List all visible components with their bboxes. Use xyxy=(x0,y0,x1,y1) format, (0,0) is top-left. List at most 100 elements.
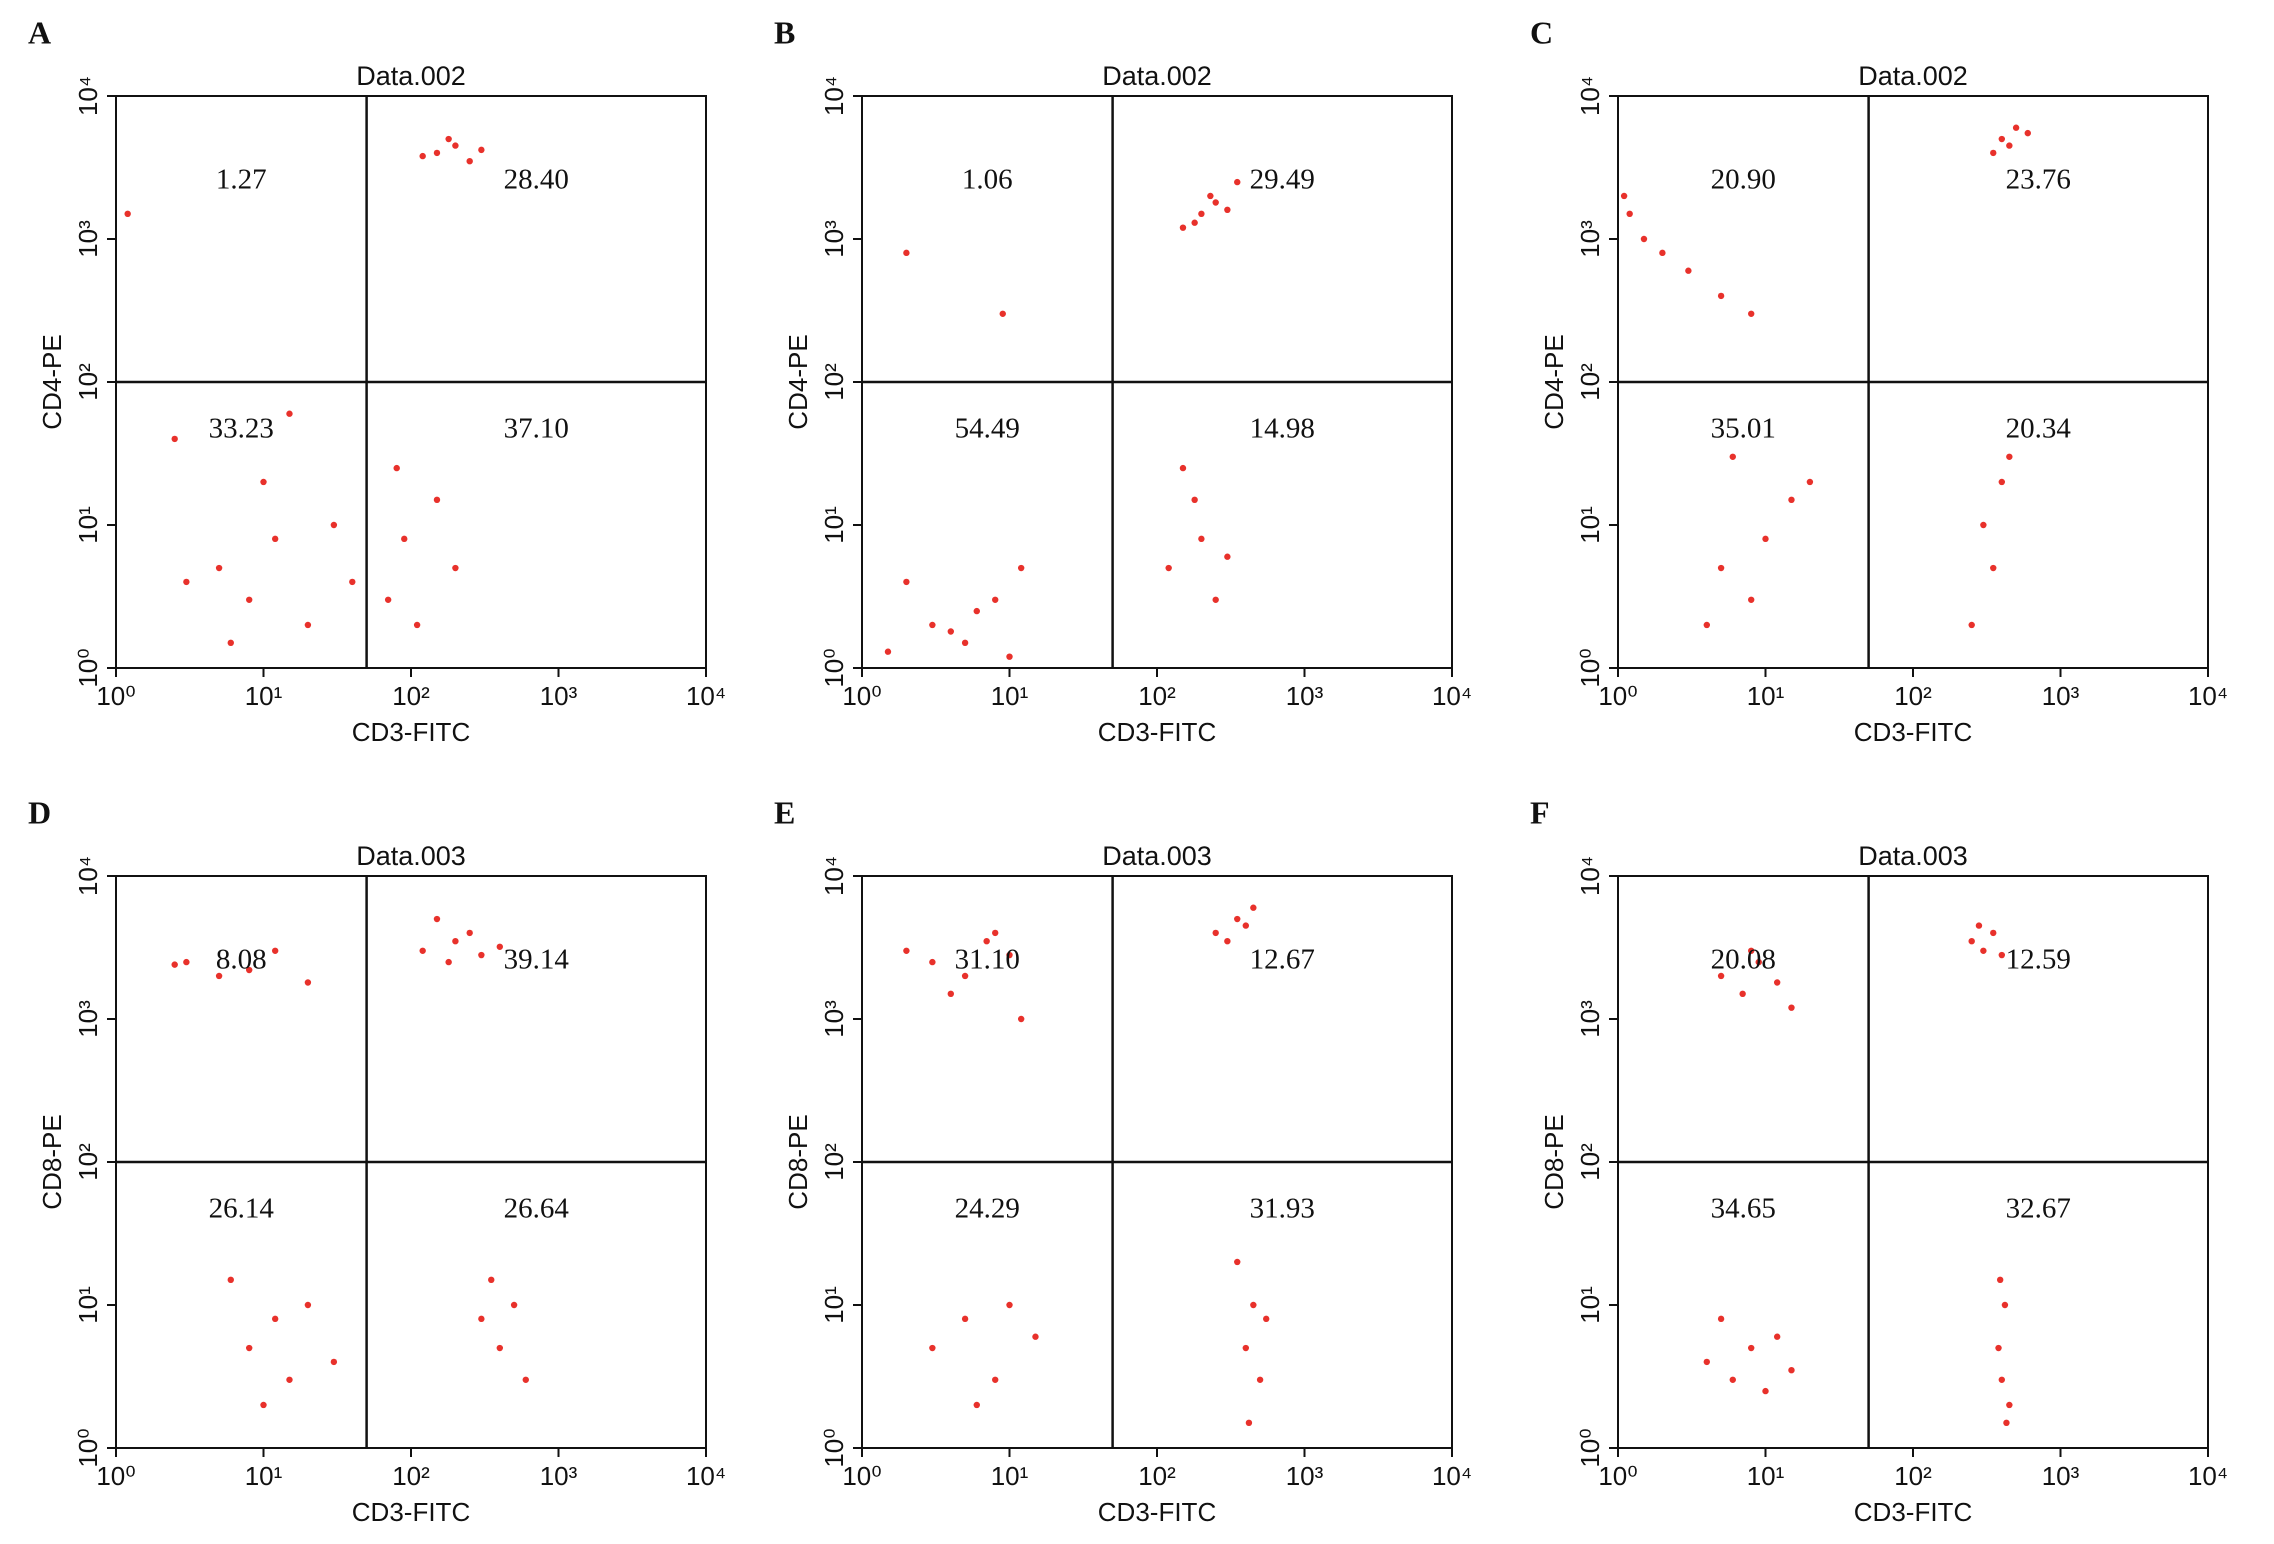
quadrant-label: 31.10 xyxy=(955,943,1020,975)
point xyxy=(1998,1376,2006,1383)
point xyxy=(1179,464,1187,472)
point xyxy=(929,958,936,966)
y-axis-label: CD8-PE xyxy=(783,1114,813,1209)
x-tick-label: 10¹ xyxy=(1747,1461,1785,1491)
quadrant-label: 20.90 xyxy=(1711,163,1776,195)
point xyxy=(522,1376,529,1383)
point xyxy=(1191,496,1198,504)
x-tick-label: 10⁴ xyxy=(2188,1461,2228,1491)
point xyxy=(1717,292,1725,300)
y-tick-label: 10⁴ xyxy=(1575,76,1605,116)
y-tick-label: 10² xyxy=(73,363,103,401)
point xyxy=(246,1344,253,1352)
x-tick-label: 10⁰ xyxy=(1598,1461,1637,1491)
x-tick-label: 10⁴ xyxy=(1432,681,1472,711)
point xyxy=(227,1276,234,1284)
point xyxy=(1729,453,1736,460)
point xyxy=(1640,235,1648,243)
point xyxy=(961,972,969,980)
x-axis-label: CD3-FITC xyxy=(1854,1497,1972,1527)
chart-title: Data.003 xyxy=(1102,841,1212,871)
point xyxy=(260,1401,267,1409)
point xyxy=(445,958,452,966)
point xyxy=(2006,1401,2013,1409)
point xyxy=(1198,210,1205,218)
panel-letter: A xyxy=(28,14,51,50)
point xyxy=(1626,210,1633,218)
point xyxy=(1748,596,1755,603)
y-tick-label: 10¹ xyxy=(819,506,849,544)
chart-title: Data.002 xyxy=(356,61,466,91)
y-tick-label: 10¹ xyxy=(73,506,103,544)
point xyxy=(973,1401,980,1409)
quadrant-label: 12.59 xyxy=(2006,943,2071,975)
point xyxy=(384,596,392,603)
x-tick-label: 10³ xyxy=(2042,1461,2080,1491)
point xyxy=(1748,1344,1755,1352)
point xyxy=(466,157,473,165)
y-tick-label: 10⁰ xyxy=(1575,648,1605,687)
point xyxy=(1762,535,1769,543)
quadrant-label: 20.34 xyxy=(2006,412,2072,444)
point xyxy=(1242,1344,1250,1352)
x-axis-label: CD3-FITC xyxy=(1854,717,1972,747)
y-tick-label: 10⁴ xyxy=(819,76,849,116)
point xyxy=(452,937,459,945)
point xyxy=(2024,129,2031,137)
x-tick-label: 10⁰ xyxy=(842,1461,881,1491)
x-tick-label: 10¹ xyxy=(991,1461,1029,1491)
quadrant-label: 31.93 xyxy=(1250,1192,1315,1224)
point xyxy=(1788,496,1795,504)
point xyxy=(419,947,426,954)
x-axis-label: CD3-FITC xyxy=(352,717,470,747)
point xyxy=(330,521,338,529)
y-tick-label: 10² xyxy=(1575,1143,1605,1181)
x-tick-label: 10⁰ xyxy=(842,681,881,711)
x-axis-label: CD3-FITC xyxy=(1098,717,1216,747)
point xyxy=(1717,1315,1725,1323)
point xyxy=(1968,621,1975,629)
point xyxy=(929,621,936,629)
x-tick-label: 10² xyxy=(392,681,430,711)
point xyxy=(227,639,234,647)
y-tick-label: 10⁰ xyxy=(819,648,849,687)
point xyxy=(452,142,459,149)
x-tick-label: 10³ xyxy=(540,681,578,711)
point xyxy=(992,1376,999,1383)
point xyxy=(215,972,223,980)
point xyxy=(1017,564,1025,572)
quadrant-label: 34.65 xyxy=(1711,1192,1776,1224)
point xyxy=(1256,1376,1264,1383)
quadrant-label: 24.29 xyxy=(955,1192,1020,1224)
quadrant-label: 37.10 xyxy=(504,412,569,444)
y-axis-label: CD4-PE xyxy=(1539,334,1569,429)
point xyxy=(496,943,504,950)
y-tick-label: 10⁴ xyxy=(73,856,103,896)
x-tick-label: 10³ xyxy=(2042,681,2080,711)
point xyxy=(1242,922,1250,929)
x-tick-label: 10³ xyxy=(1286,1461,1324,1491)
point xyxy=(215,564,223,572)
point xyxy=(999,310,1006,317)
point xyxy=(171,435,178,443)
point xyxy=(1998,478,2006,486)
y-tick-label: 10⁴ xyxy=(1575,856,1605,896)
point xyxy=(1990,564,1997,572)
point xyxy=(1659,249,1666,257)
x-axis-label: CD3-FITC xyxy=(1098,1497,1216,1527)
x-axis-label: CD3-FITC xyxy=(352,1497,470,1527)
point xyxy=(1179,224,1187,231)
y-tick-label: 10¹ xyxy=(1575,506,1605,544)
point xyxy=(1245,1419,1253,1427)
panel-letter: C xyxy=(1530,14,1553,50)
point xyxy=(286,1376,293,1383)
y-tick-label: 10⁰ xyxy=(819,1428,849,1467)
quadrant-label: 12.67 xyxy=(1250,943,1315,975)
point xyxy=(1990,149,1997,157)
point xyxy=(1968,937,1975,945)
point xyxy=(1224,206,1231,214)
point xyxy=(393,464,400,472)
point xyxy=(992,929,999,937)
point xyxy=(1165,564,1172,572)
point xyxy=(961,1315,969,1323)
